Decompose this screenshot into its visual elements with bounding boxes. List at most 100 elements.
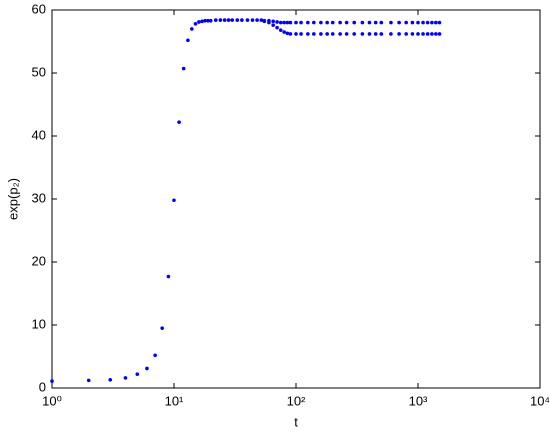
data-point [379, 32, 384, 36]
data-point [108, 378, 113, 382]
x-tick-label: 10⁴ [530, 393, 550, 408]
data-point [421, 32, 425, 36]
data-point [437, 32, 442, 36]
data-point [222, 18, 227, 22]
y-axis-label: exp(p₂) [5, 178, 20, 220]
data-point [282, 30, 286, 34]
data-point [344, 20, 349, 25]
data-point [197, 20, 201, 24]
data-point [271, 19, 275, 24]
data-point [338, 32, 342, 36]
y-tick-label: 20 [32, 253, 46, 268]
data-point [190, 27, 194, 31]
data-point [271, 23, 275, 27]
data-point [172, 198, 176, 203]
data-point [262, 19, 267, 24]
data-point [325, 32, 329, 36]
data-point [177, 120, 181, 124]
data-point [250, 18, 255, 22]
data-point [373, 20, 378, 25]
data-point [193, 22, 198, 26]
data-point [226, 18, 231, 22]
data-point [379, 20, 384, 25]
data-point [425, 20, 430, 25]
data-point [360, 32, 365, 36]
data-point [410, 20, 415, 25]
data-point [275, 20, 279, 24]
data-point [338, 20, 342, 25]
data-point [330, 20, 335, 25]
data-point [416, 20, 420, 25]
data-point [255, 18, 259, 22]
data-point [135, 372, 140, 376]
data-point [200, 19, 204, 24]
data-point [430, 20, 434, 25]
data-point [397, 32, 401, 36]
data-point [367, 20, 372, 25]
data-point [285, 20, 290, 25]
data-point [330, 32, 335, 36]
data-point [245, 18, 250, 22]
data-point [319, 20, 323, 25]
data-point [166, 274, 171, 279]
data-point [288, 32, 293, 36]
data-point [434, 20, 438, 25]
y-tick-label: 50 [32, 64, 46, 79]
data-point [288, 20, 293, 25]
data-point [312, 32, 316, 36]
y-tick-label: 10 [32, 316, 46, 331]
plot-frame [51, 9, 541, 389]
data-point [275, 25, 279, 30]
data-point [404, 32, 408, 36]
x-tick-label: 10² [287, 393, 306, 408]
x-axis-label: t [294, 414, 298, 429]
data-point [404, 20, 408, 25]
data-point [50, 379, 54, 383]
data-point [421, 20, 425, 25]
data-point [430, 32, 434, 36]
data-point [218, 18, 223, 22]
y-tick-label: 60 [32, 1, 46, 16]
data-point [410, 32, 415, 36]
data-point [306, 20, 310, 25]
data-point [230, 18, 235, 22]
data-point [123, 376, 128, 380]
data-point [397, 20, 401, 25]
y-tick-label: 30 [32, 190, 46, 205]
data-point [181, 66, 186, 71]
data-point [389, 32, 393, 36]
data-point [352, 32, 357, 36]
data-point [434, 32, 438, 36]
data-point [299, 32, 303, 36]
data-point [319, 32, 323, 36]
data-point [160, 326, 164, 330]
data-point [153, 353, 157, 358]
data-point [267, 20, 271, 25]
data-point [278, 28, 283, 32]
y-tick-label: 0 [39, 379, 46, 394]
data-point [360, 20, 365, 25]
data-point [294, 20, 298, 25]
data-point [213, 18, 218, 22]
data-point [373, 32, 378, 36]
data-point [282, 20, 286, 25]
data-point [203, 18, 207, 23]
data-point [294, 32, 298, 36]
data-point [344, 32, 349, 36]
data-point [389, 20, 393, 25]
data-point [278, 20, 283, 25]
data-point [352, 20, 357, 25]
data-point [285, 31, 290, 36]
y-tick-label: 40 [32, 127, 46, 142]
data-point [86, 378, 91, 383]
data-point [208, 18, 213, 23]
data-point [259, 18, 264, 22]
data-point [299, 20, 303, 25]
data-point [367, 32, 372, 36]
data-point [416, 32, 420, 36]
data-point [312, 20, 316, 25]
x-tick-label: 10³ [409, 393, 428, 408]
x-tick-label: 10¹ [165, 393, 184, 408]
